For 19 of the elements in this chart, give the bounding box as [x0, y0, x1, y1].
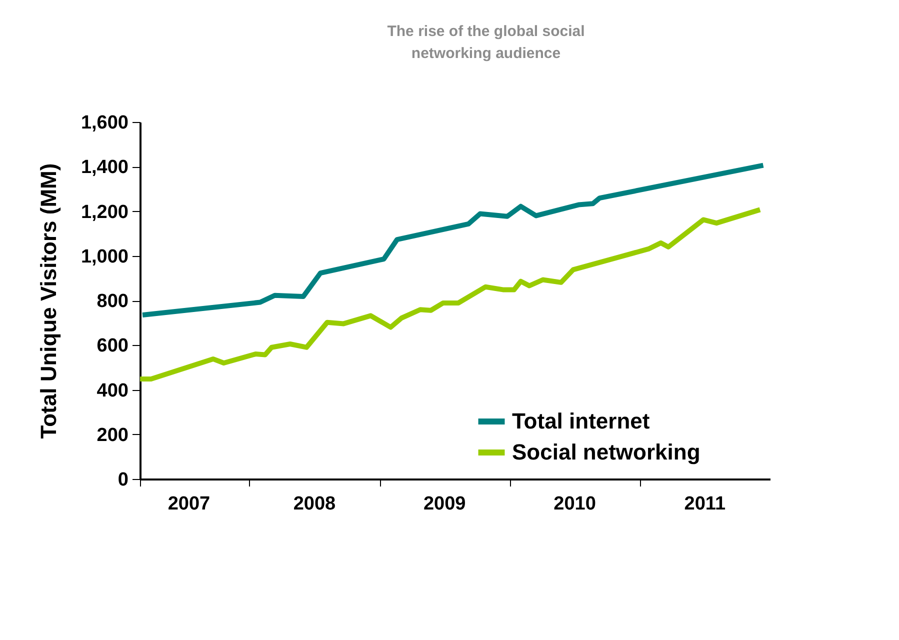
- y-tick-label: 0: [118, 470, 128, 490]
- y-tick-label: 200: [96, 424, 128, 446]
- y-tick-label: 1,600: [80, 112, 128, 134]
- y-tick-label: 1,400: [80, 157, 128, 178]
- x-tick-label: 2010: [554, 494, 596, 514]
- x-tick-label: 2011: [684, 494, 726, 514]
- y-tick-label: 1,200: [80, 202, 128, 223]
- y-tick-label: 1,000: [80, 246, 128, 268]
- y-tick-label: 600: [96, 336, 128, 357]
- x-tick-label: 2009: [423, 494, 466, 514]
- y-tick-label: 800: [96, 291, 128, 312]
- x-tick-label: 2008: [293, 494, 336, 514]
- text: networking audience: [411, 45, 561, 62]
- y-tick-label: 400: [96, 380, 128, 402]
- x-tick-label: 2007: [168, 494, 210, 514]
- text: The rise of the global social: [387, 23, 585, 40]
- legend-label: Total internet: [512, 408, 650, 434]
- y-axis-title: Total Unique Visitors (MM): [36, 163, 61, 439]
- legend-label: Social networking: [512, 440, 700, 464]
